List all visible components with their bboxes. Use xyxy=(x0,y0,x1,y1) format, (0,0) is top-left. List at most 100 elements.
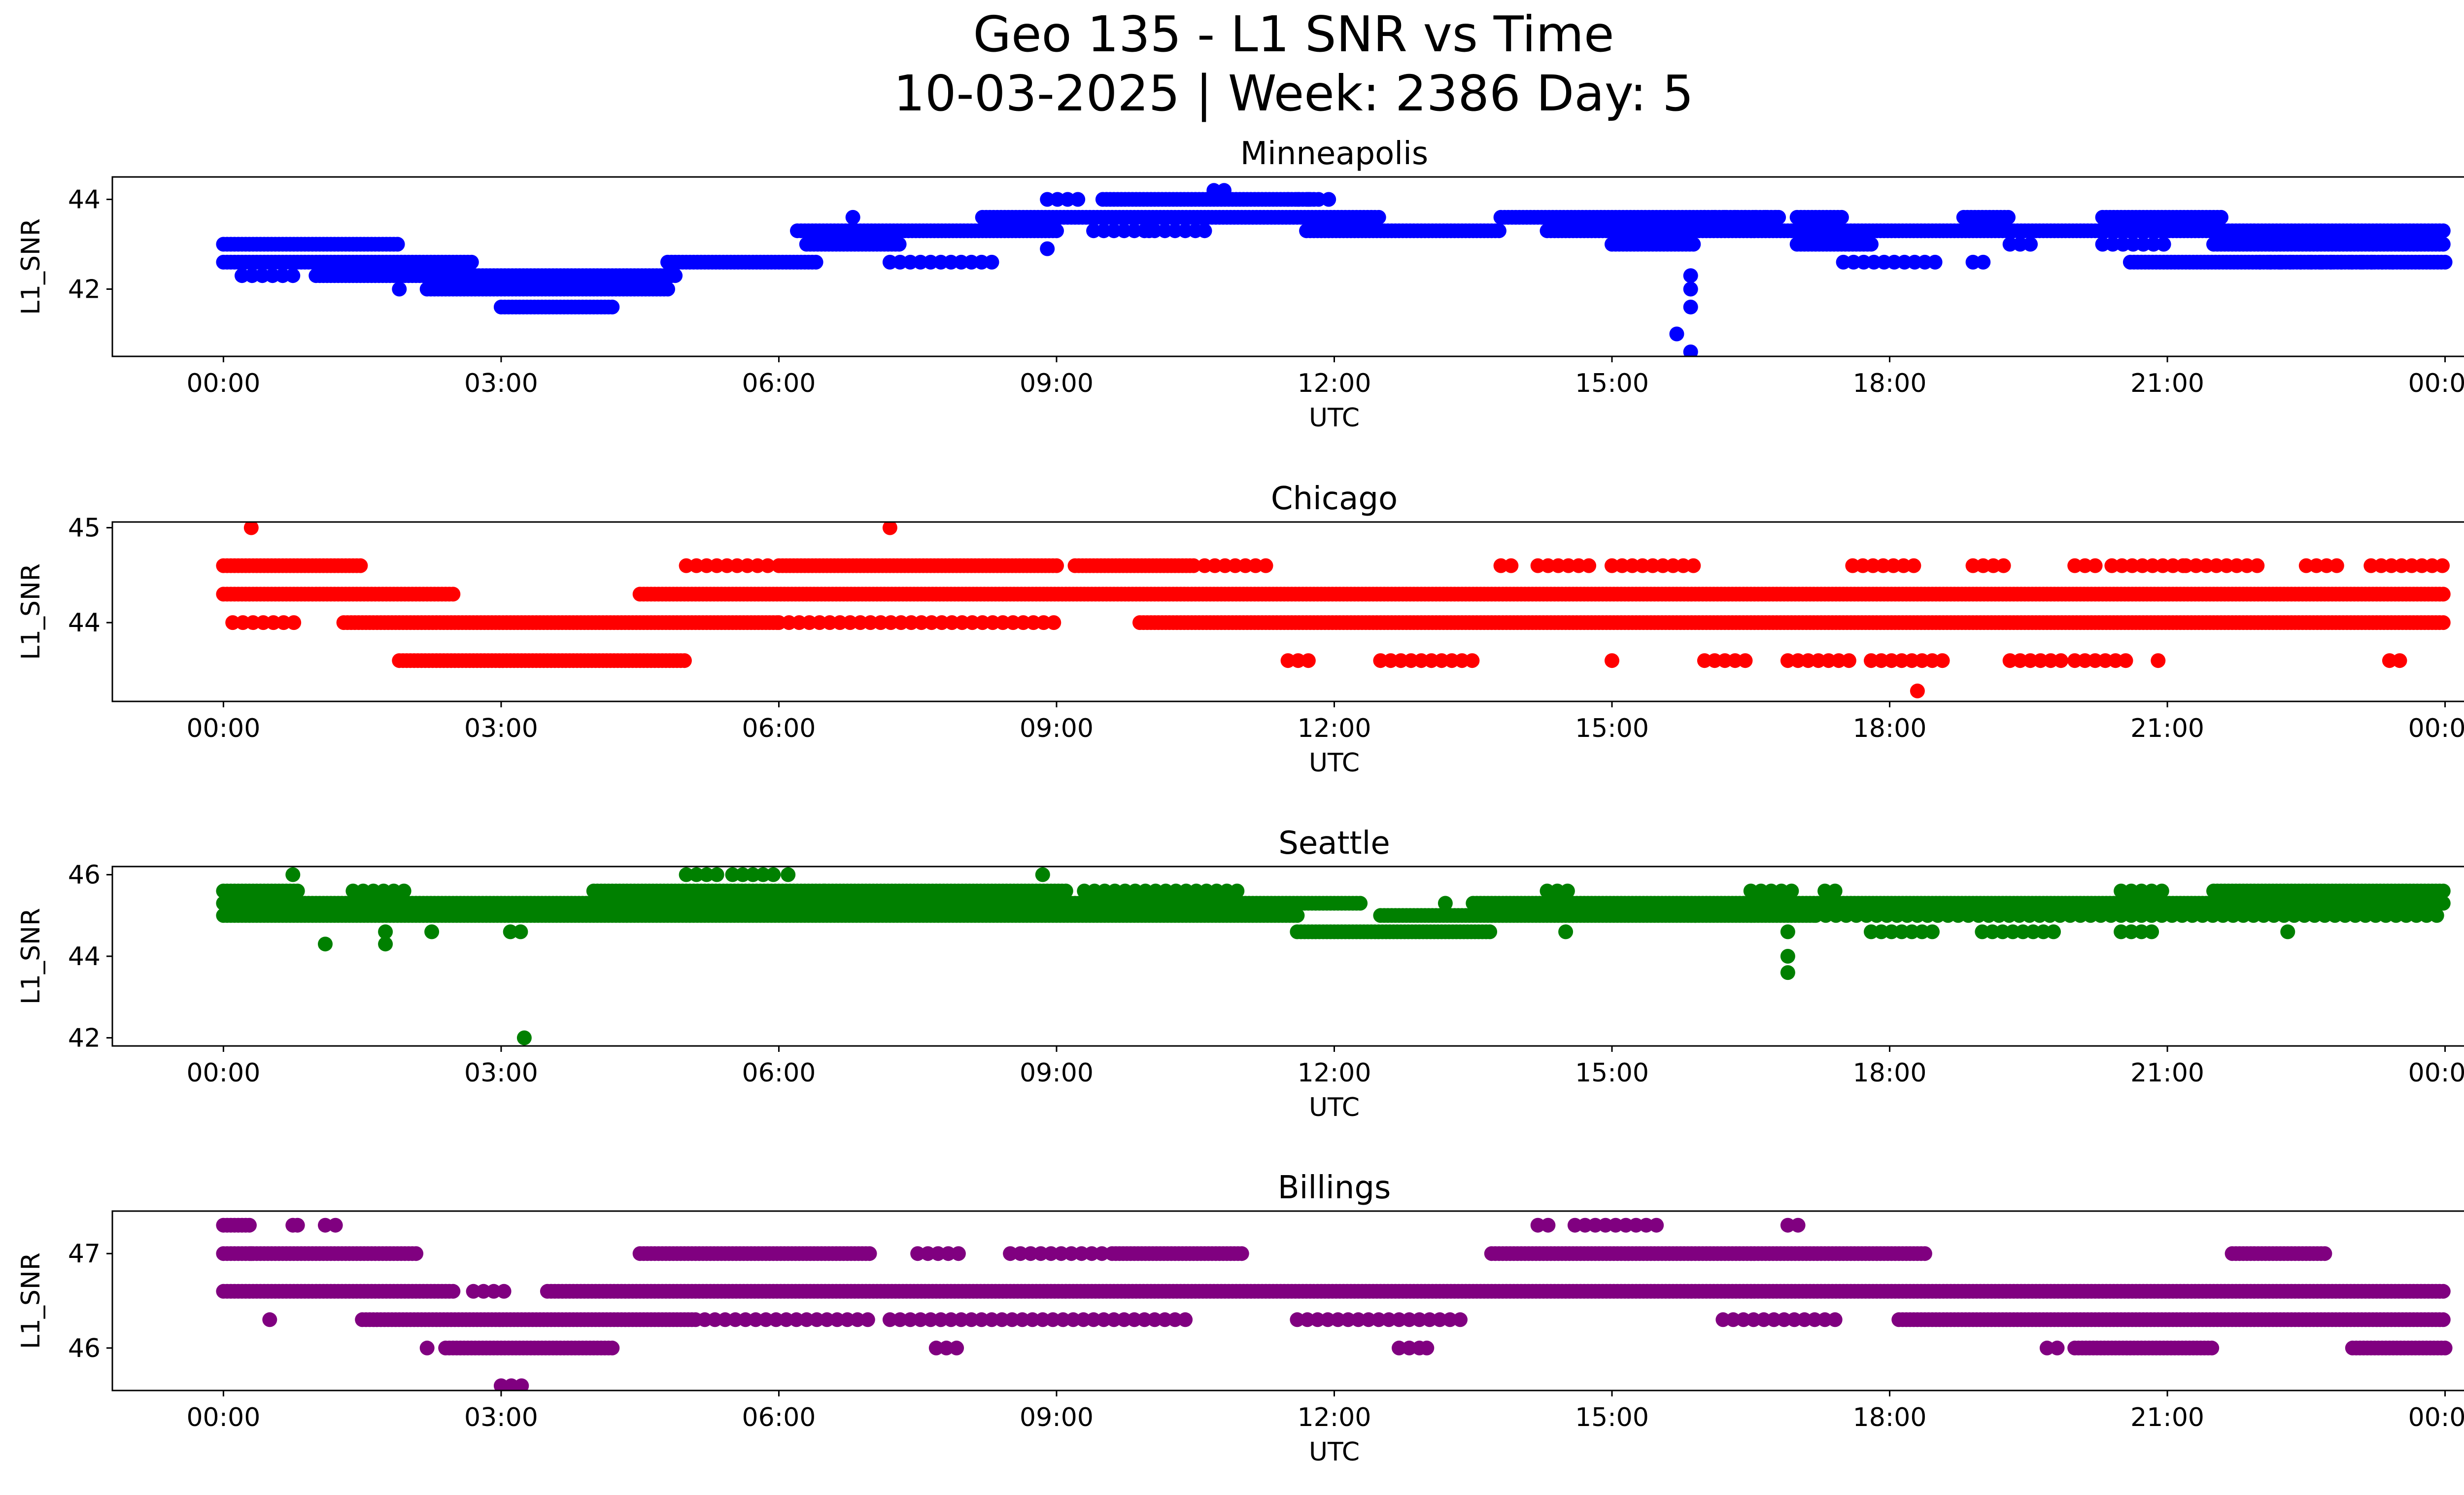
data-point xyxy=(2088,653,2103,668)
data-point xyxy=(709,867,724,882)
data-point xyxy=(2136,237,2151,252)
x-tick-label: 09:00 xyxy=(1020,1058,1094,1088)
data-point xyxy=(2077,653,2092,668)
data-point xyxy=(1414,653,1429,668)
data-point xyxy=(345,883,361,899)
data-point xyxy=(1683,268,1698,283)
data-point xyxy=(2154,883,2169,899)
data-point xyxy=(1026,615,1041,630)
data-point xyxy=(832,615,848,630)
data-point xyxy=(1930,908,1946,923)
data-point xyxy=(2276,908,2292,923)
data-point xyxy=(318,937,333,952)
data-point xyxy=(1107,883,1123,899)
data-point xyxy=(1666,558,1680,573)
data-point xyxy=(2053,653,2069,668)
data-point xyxy=(1228,558,1243,573)
data-point xyxy=(1197,223,1212,239)
data-point xyxy=(2419,908,2434,923)
data-point xyxy=(943,254,958,270)
data-point xyxy=(1207,558,1223,573)
x-tick-label: 00:00 xyxy=(186,369,260,398)
axes-frame xyxy=(111,521,2464,702)
x-tick-label: 00:00 xyxy=(186,1058,260,1088)
data-point xyxy=(2363,558,2379,573)
data-point xyxy=(2283,254,2298,270)
data-point xyxy=(2256,908,2271,923)
y-axis-label: L1_SNR xyxy=(16,563,46,660)
data-point xyxy=(1886,254,1902,270)
x-tick-label: 00:00 xyxy=(186,714,260,743)
data-point xyxy=(2225,908,2241,923)
data-point xyxy=(873,615,889,630)
data-point xyxy=(689,867,704,882)
data-point xyxy=(1683,281,1698,297)
data-point xyxy=(2214,209,2228,225)
data-point xyxy=(2145,558,2160,573)
data-point xyxy=(2273,254,2288,270)
data-point xyxy=(2144,908,2159,923)
data-point xyxy=(1050,192,1065,207)
x-tick-label: 00:00 xyxy=(2408,714,2464,743)
data-point xyxy=(2252,254,2267,270)
data-point xyxy=(275,268,290,283)
data-point xyxy=(1920,908,1935,923)
data-point xyxy=(2309,558,2324,573)
data-point xyxy=(1780,653,1795,668)
subplot-title: Minneapolis xyxy=(1240,136,1428,172)
data-point xyxy=(802,615,817,630)
data-point xyxy=(1985,558,2001,573)
data-point xyxy=(1167,223,1183,239)
data-point xyxy=(1491,223,1506,239)
data-point xyxy=(1717,653,1733,668)
data-point xyxy=(2429,908,2444,923)
data-point xyxy=(2178,558,2193,573)
data-point xyxy=(1965,558,1981,573)
x-tick-label: 03:00 xyxy=(464,369,538,398)
data-point xyxy=(486,1284,501,1299)
points-minneapolis xyxy=(216,183,2453,356)
data-point xyxy=(1894,924,1909,939)
data-point xyxy=(1157,223,1172,239)
data-point xyxy=(903,254,918,270)
data-point xyxy=(255,268,270,283)
data-point xyxy=(853,615,868,630)
data-point xyxy=(276,615,291,630)
data-point xyxy=(944,615,959,630)
data-point xyxy=(1906,558,1921,573)
data-point xyxy=(2414,558,2430,573)
x-tick-label: 15:00 xyxy=(1575,714,1649,743)
axes-frame xyxy=(111,866,2464,1047)
x-tick-label: 06:00 xyxy=(742,369,816,398)
y-axis-label: L1_SNR xyxy=(16,218,46,315)
data-point xyxy=(1070,192,1086,207)
data-point xyxy=(2016,924,2030,939)
data-point xyxy=(1707,653,1722,668)
data-point xyxy=(2144,924,2159,939)
data-point xyxy=(1686,558,1701,573)
data-point xyxy=(2114,908,2129,923)
data-point xyxy=(735,867,751,882)
data-point xyxy=(882,522,897,535)
data-point xyxy=(1393,653,1408,668)
data-point xyxy=(1975,924,1990,939)
data-point xyxy=(1743,883,1758,899)
data-point xyxy=(1635,558,1650,573)
data-point xyxy=(1096,223,1111,239)
data-point xyxy=(445,587,461,602)
data-point xyxy=(396,883,411,899)
data-point xyxy=(2012,908,2027,923)
data-point xyxy=(2104,558,2120,573)
x-axis-label: UTC xyxy=(1309,403,1360,433)
data-point xyxy=(1558,924,1574,939)
data-point xyxy=(1605,653,1619,668)
subplot-title: Chicago xyxy=(1271,481,1398,517)
x-tick-label: 06:00 xyxy=(742,1058,816,1088)
data-point xyxy=(1985,924,2000,939)
data-point xyxy=(984,254,999,270)
data-point xyxy=(1865,558,1881,573)
data-point xyxy=(1209,883,1224,899)
chart-title-line-1: Geo 135 - L1 SNR vs Time xyxy=(973,5,1614,63)
data-point xyxy=(244,268,260,283)
